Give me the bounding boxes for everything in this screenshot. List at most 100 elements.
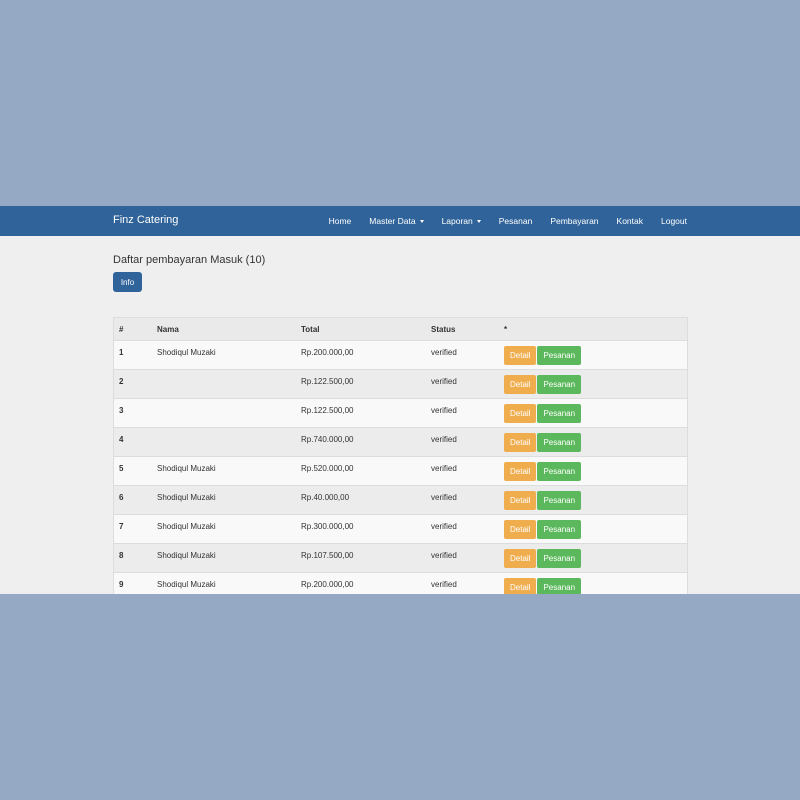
navbar: Finz Catering Home Master Data Laporan Pesa… <box>0 206 800 236</box>
cell-nama <box>152 369 296 399</box>
cell-total: Rp.520.000,00 <box>296 456 426 486</box>
cell-nama: Shodiqul Muzaki <box>152 514 296 544</box>
cell-actions: Detail Pesanan <box>499 485 688 515</box>
nav-item-pesanan[interactable]: Pesanan <box>499 216 533 226</box>
detail-button[interactable]: Detail <box>504 404 537 423</box>
detail-button[interactable]: Detail <box>504 520 537 539</box>
table-row: 3 Rp.122.500,00 verified Detail Pesanan <box>113 398 688 428</box>
detail-button[interactable]: Detail <box>504 346 537 365</box>
cell-nama: Shodiqul Muzaki <box>152 572 296 594</box>
column-header: Status <box>426 317 499 341</box>
pesanan-button[interactable]: Pesanan <box>537 578 582 594</box>
cell-no: 6 <box>113 485 152 515</box>
table-row: 1 Shodiqul Muzaki Rp.200.000,00 verified Det… <box>113 340 688 370</box>
column-header: Nama <box>152 317 296 341</box>
cell-total: Rp.107.500,00 <box>296 543 426 573</box>
cell-actions: Detail Pesanan <box>499 340 688 370</box>
pesanan-button[interactable]: Pesanan <box>537 549 582 568</box>
pesanan-button[interactable]: Pesanan <box>537 462 582 481</box>
table-row: 6 Shodiqul Muzaki Rp.40.000,00 verified Deta… <box>113 485 688 515</box>
cell-total: Rp.740.000,00 <box>296 427 426 457</box>
table-row: 9 Shodiqul Muzaki Rp.200.000,00 verified Det… <box>113 572 688 594</box>
cell-status: verified <box>426 398 499 428</box>
table-row: 2 Rp.122.500,00 verified Detail Pesanan <box>113 369 688 399</box>
payments-table: # Nama Total Status * 1 Shodiqul Muzaki Rp.200… <box>113 317 688 594</box>
cell-no: 1 <box>113 340 152 370</box>
app-window: Finz Catering Home Master Data Laporan Pesa… <box>0 206 800 594</box>
table-row: 5 Shodiqul Muzaki Rp.520.000,00 verified Det… <box>113 456 688 486</box>
cell-status: verified <box>426 369 499 399</box>
cell-total: Rp.40.000,00 <box>296 485 426 515</box>
nav-item-label: Pesanan <box>498 216 533 226</box>
cell-total: Rp.300.000,00 <box>296 514 426 544</box>
table-row: 8 Shodiqul Muzaki Rp.107.500,00 verified Det… <box>113 543 688 573</box>
cell-nama: Shodiqul Muzaki <box>152 543 296 573</box>
detail-button[interactable]: Detail <box>504 549 537 568</box>
detail-button[interactable]: Detail <box>504 462 537 481</box>
nav-menu: Home Master Data Laporan Pesanan Pembayaran K… <box>329 206 687 236</box>
cell-nama: Shodiqul Muzaki <box>152 456 296 486</box>
table-header: # Nama Total Status * <box>113 317 688 341</box>
table-row: 4 Rp.740.000,00 verified Detail Pesanan <box>113 427 688 457</box>
nav-item-label: Laporan <box>441 216 473 226</box>
column-header: Total <box>296 317 426 341</box>
cell-nama: Shodiqul Muzaki <box>152 340 296 370</box>
cell-actions: Detail Pesanan <box>499 398 688 428</box>
cell-total: Rp.122.500,00 <box>296 369 426 399</box>
page-title: Daftar pembayaran Masuk (10) <box>113 254 266 266</box>
cell-status: verified <box>426 514 499 544</box>
brand-link[interactable]: Finz Catering <box>113 214 179 226</box>
detail-button[interactable]: Detail <box>504 491 537 510</box>
cell-no: 3 <box>113 398 152 428</box>
caret-down-icon <box>419 220 424 224</box>
cell-no: 4 <box>113 427 152 457</box>
cell-actions: Detail Pesanan <box>499 456 688 486</box>
detail-button[interactable]: Detail <box>504 375 537 394</box>
cell-status: verified <box>426 427 499 457</box>
nav-item-label: Kontak <box>616 216 643 226</box>
nav-item-label: Logout <box>661 216 687 226</box>
cell-status: verified <box>426 340 499 370</box>
cell-status: verified <box>426 485 499 515</box>
cell-nama: Shodiqul Muzaki <box>152 485 296 515</box>
column-header: # <box>113 317 152 341</box>
cell-no: 5 <box>113 456 152 486</box>
info-button[interactable]: Info <box>113 272 142 292</box>
pesanan-button[interactable]: Pesanan <box>537 375 582 394</box>
cell-status: verified <box>426 543 499 573</box>
nav-item-logout[interactable]: Logout <box>661 216 687 226</box>
nav-item-kontak[interactable]: Kontak <box>617 216 643 226</box>
nav-item-label: Master Data <box>369 216 416 226</box>
cell-nama <box>152 398 296 428</box>
pesanan-button[interactable]: Pesanan <box>537 520 582 539</box>
caret-down-icon <box>476 220 481 224</box>
cell-total: Rp.200.000,00 <box>296 572 426 594</box>
nav-item-master-data[interactable]: Master Data <box>369 216 424 226</box>
column-header: * <box>499 317 688 341</box>
cell-no: 7 <box>113 514 152 544</box>
cell-total: Rp.122.500,00 <box>296 398 426 428</box>
cell-no: 9 <box>113 572 152 594</box>
cell-no: 2 <box>113 369 152 399</box>
nav-item-home[interactable]: Home <box>329 216 352 226</box>
cell-actions: Detail Pesanan <box>499 369 688 399</box>
cell-actions: Detail Pesanan <box>499 427 688 457</box>
cell-actions: Detail Pesanan <box>499 514 688 544</box>
cell-no: 8 <box>113 543 152 573</box>
pesanan-button[interactable]: Pesanan <box>537 404 582 423</box>
cell-nama <box>152 427 296 457</box>
pesanan-button[interactable]: Pesanan <box>537 346 582 365</box>
table-row: 7 Shodiqul Muzaki Rp.300.000,00 verified Det… <box>113 514 688 544</box>
cell-total: Rp.200.000,00 <box>296 340 426 370</box>
pesanan-button[interactable]: Pesanan <box>537 433 582 452</box>
cell-actions: Detail Pesanan <box>499 543 688 573</box>
cell-actions: Detail Pesanan <box>499 572 688 594</box>
nav-item-pembayaran[interactable]: Pembayaran <box>550 216 598 226</box>
pesanan-button[interactable]: Pesanan <box>537 491 582 510</box>
cell-status: verified <box>426 572 499 594</box>
detail-button[interactable]: Detail <box>504 433 537 452</box>
nav-item-laporan[interactable]: Laporan <box>442 216 481 226</box>
nav-item-label: Home <box>328 216 352 226</box>
cell-status: verified <box>426 456 499 486</box>
detail-button[interactable]: Detail <box>504 578 537 594</box>
